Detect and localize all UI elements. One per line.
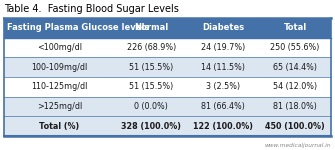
Bar [259, 57, 331, 77]
Text: 100-109mg/dl: 100-109mg/dl [31, 63, 88, 72]
Text: 0 (0.0%): 0 (0.0%) [134, 102, 168, 111]
Text: 54 (12.0%): 54 (12.0%) [273, 82, 317, 91]
Bar [187, 77, 259, 97]
Bar [259, 18, 331, 38]
Text: 250 (55.6%): 250 (55.6%) [270, 43, 320, 52]
Bar [187, 57, 259, 77]
Text: 81 (66.4%): 81 (66.4%) [201, 102, 245, 111]
Bar [4, 77, 115, 97]
Bar [259, 116, 331, 136]
Bar [115, 57, 187, 77]
Bar [4, 97, 115, 116]
Text: 328 (100.0%): 328 (100.0%) [121, 122, 181, 131]
Text: 24 (19.7%): 24 (19.7%) [201, 43, 245, 52]
Bar [115, 38, 187, 57]
Text: 226 (68.9%): 226 (68.9%) [127, 43, 176, 52]
Text: Diabetes: Diabetes [202, 23, 244, 32]
Text: 122 (100.0%): 122 (100.0%) [193, 122, 253, 131]
Text: Total: Total [283, 23, 307, 32]
Bar [115, 77, 187, 97]
Bar [115, 116, 187, 136]
Text: 81 (18.0%): 81 (18.0%) [273, 102, 317, 111]
Bar [187, 18, 259, 38]
Bar [187, 97, 259, 116]
Text: <100mg/dl: <100mg/dl [37, 43, 82, 52]
Text: Normal: Normal [134, 23, 168, 32]
Bar [187, 38, 259, 57]
Bar [259, 97, 331, 116]
Text: >125mg/dl: >125mg/dl [37, 102, 82, 111]
Bar [187, 116, 259, 136]
Bar [4, 57, 115, 77]
Text: 3 (2.5%): 3 (2.5%) [206, 82, 240, 91]
Text: 51 (15.5%): 51 (15.5%) [129, 82, 173, 91]
Text: Table 4.  Fasting Blood Sugar Levels: Table 4. Fasting Blood Sugar Levels [4, 4, 179, 14]
Bar [115, 97, 187, 116]
Text: 450 (100.0%): 450 (100.0%) [265, 122, 325, 131]
Bar [4, 18, 115, 38]
Bar [4, 116, 115, 136]
Bar [259, 38, 331, 57]
Text: 51 (15.5%): 51 (15.5%) [129, 63, 173, 72]
Text: Total (%): Total (%) [40, 122, 80, 131]
Bar [259, 77, 331, 97]
Text: www.medicaljournal.in: www.medicaljournal.in [264, 143, 331, 148]
Text: 14 (11.5%): 14 (11.5%) [201, 63, 245, 72]
Text: 65 (14.4%): 65 (14.4%) [273, 63, 317, 72]
Bar [4, 38, 115, 57]
Text: 110-125mg/dl: 110-125mg/dl [31, 82, 88, 91]
Bar [115, 18, 187, 38]
Text: Fasting Plasma Glucose levels: Fasting Plasma Glucose levels [7, 23, 149, 32]
